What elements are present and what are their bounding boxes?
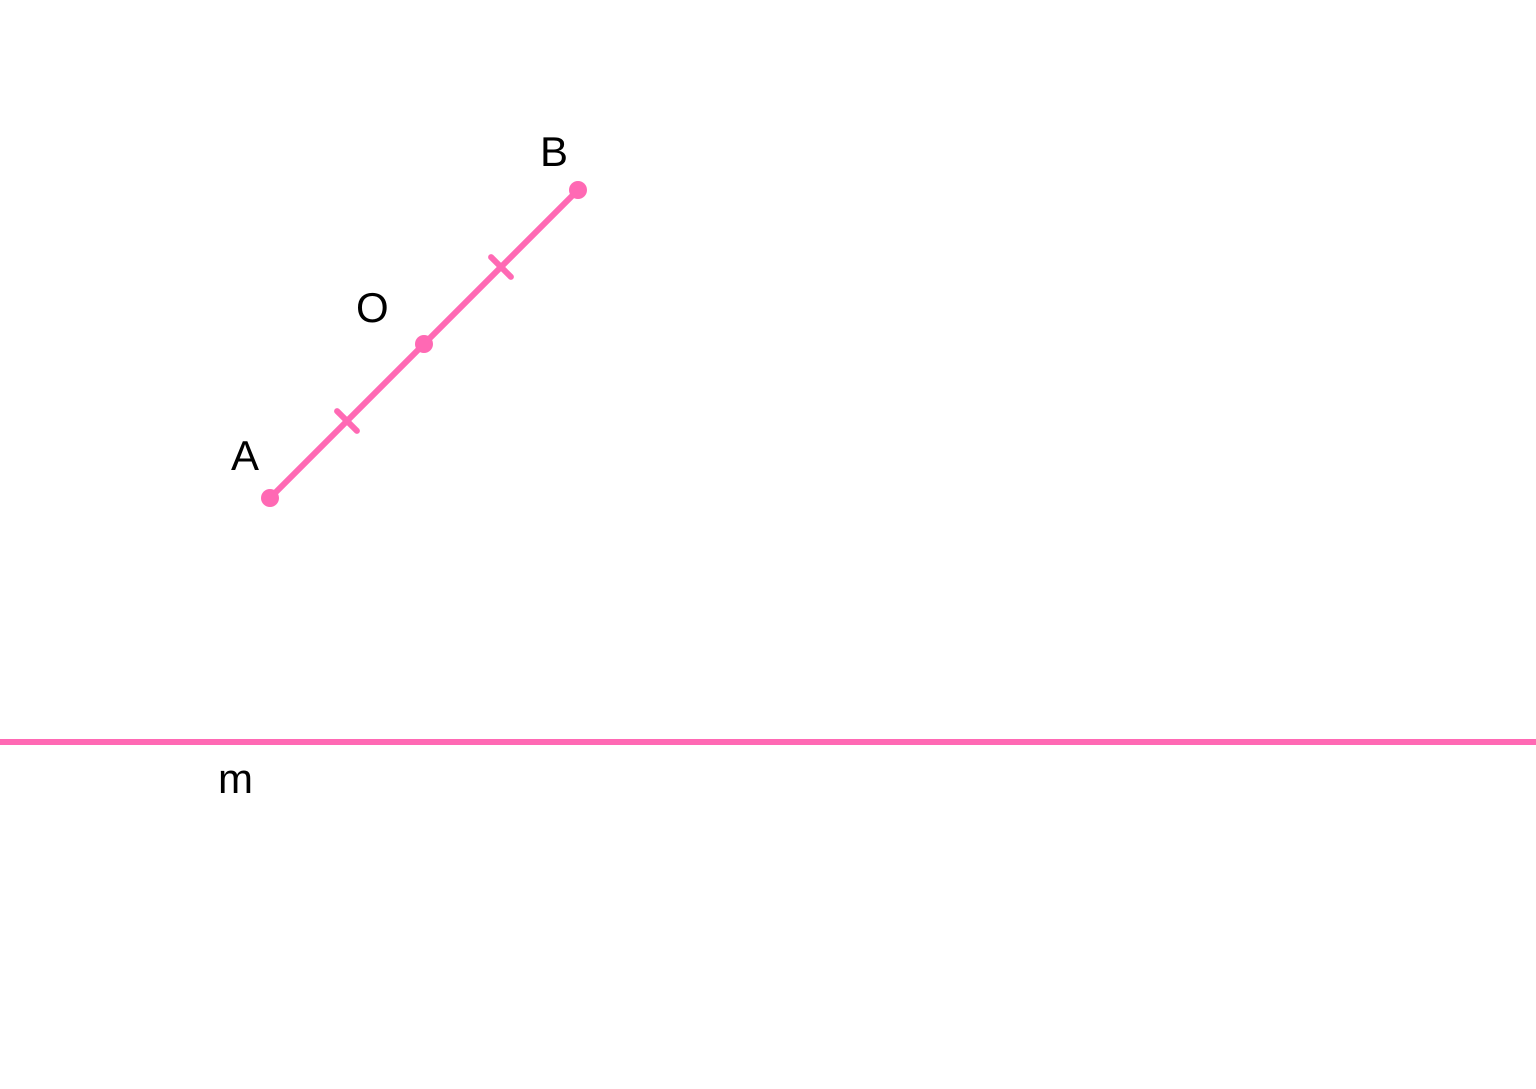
- line-label-m: m: [218, 755, 253, 803]
- point-label-o: O: [356, 284, 389, 332]
- point-o: [415, 335, 433, 353]
- diagram-canvas: A O B m: [0, 0, 1536, 1089]
- point-a: [261, 489, 279, 507]
- point-b: [569, 181, 587, 199]
- point-label-b: B: [540, 128, 568, 176]
- point-label-a: A: [231, 432, 259, 480]
- diagram-svg: [0, 0, 1536, 1089]
